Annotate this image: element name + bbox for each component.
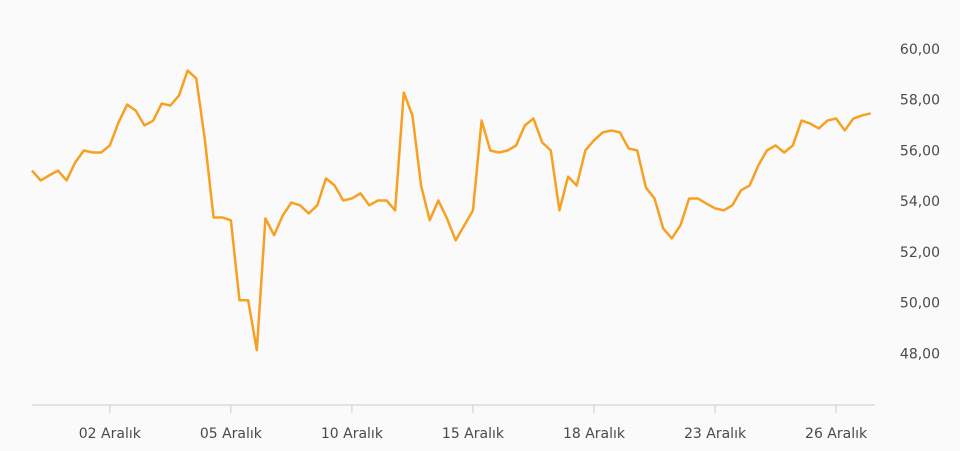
- price-line: [31, 69, 871, 352]
- x-tick-label: 10 Aralık: [321, 426, 384, 442]
- y-tick-label: 50,00: [900, 296, 940, 312]
- y-tick-label: 60,00: [900, 42, 940, 58]
- x-tick-label: 18 Aralık: [563, 426, 626, 442]
- y-tick-label: 58,00: [900, 93, 940, 109]
- y-tick-label: 48,00: [900, 346, 940, 362]
- y-tick-label: 52,00: [900, 245, 940, 261]
- y-tick-label: 54,00: [900, 194, 940, 210]
- x-tick-label: 15 Aralık: [442, 426, 505, 442]
- x-tick-label: 02 Aralık: [79, 426, 142, 442]
- x-tick-label: 05 Aralık: [200, 426, 263, 442]
- y-tick-label: 56,00: [900, 143, 940, 159]
- x-tick-label: 23 Aralık: [684, 426, 747, 442]
- x-tick-label: 26 Aralık: [805, 426, 868, 442]
